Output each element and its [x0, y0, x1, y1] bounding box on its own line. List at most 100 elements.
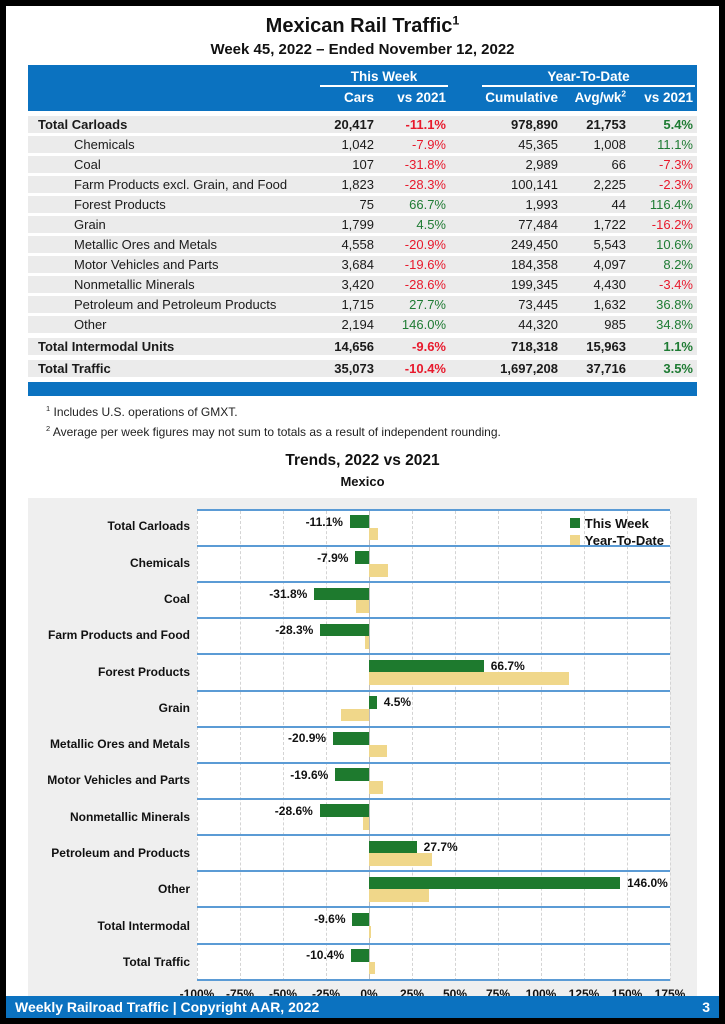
chart-band: 146.0% [197, 872, 670, 909]
column-group-year-to-date: Year-To-Date [482, 69, 695, 87]
table-row: Total Carloads 20,417 -11.1% 978,890 21,753 5… [28, 116, 697, 133]
table-row: Metallic Ores and Metals 4,558 -20.9% 249,4… [28, 236, 697, 253]
footnote-2-marker: 2 [46, 424, 51, 434]
cars-value: 1,042 [341, 137, 374, 152]
row-label: Farm Products excl. Grain, and Food [74, 177, 288, 192]
bar-this-week [369, 876, 621, 890]
cars-value: 1,799 [341, 217, 374, 232]
row-label: Chemicals [74, 137, 135, 152]
this-week-vs-2021-value: -11.1% [405, 117, 446, 132]
bar-value-label: -20.9% [288, 731, 327, 746]
row-label: Grain [74, 217, 106, 232]
cumulative-value: 199,345 [511, 277, 558, 292]
avg-per-week-value: 985 [604, 317, 626, 332]
bar-this-week [349, 515, 369, 528]
bar-this-week [320, 623, 369, 637]
bar-this-week [333, 732, 369, 745]
table-row: Petroleum and Petroleum Products 1,715 27.… [28, 296, 697, 313]
table-header: This Week Year-To-Date Cars vs 2021 Cumu… [28, 65, 697, 111]
legend-swatch-this-week-icon [569, 518, 580, 529]
category-label: Metallic Ores and Metals [49, 737, 190, 752]
cumulative-value: 2,989 [525, 157, 558, 172]
avg-per-week-value: 4,097 [593, 257, 626, 272]
bar-value-label: 27.7% [423, 839, 458, 854]
bar-year-to-date [369, 563, 389, 577]
avg-per-week-value: 1,722 [593, 217, 626, 232]
chart-band: -7.9% [197, 547, 670, 584]
gridline [283, 510, 284, 981]
this-week-vs-2021-value: -9.6% [412, 339, 446, 354]
bar-value-label: -28.6% [274, 803, 313, 818]
cars-value: 3,420 [341, 277, 374, 292]
gridline [670, 510, 671, 981]
bar-this-week [351, 949, 369, 962]
chart-band: -19.6% [197, 764, 670, 800]
cars-value: 107 [352, 157, 374, 172]
row-label: Motor Vehicles and Parts [74, 257, 219, 272]
ytd-vs-2021-value: 34.8% [656, 317, 693, 332]
bar-value-label: -9.6% [314, 912, 346, 927]
bar-value-label: -19.6% [290, 767, 329, 782]
category-label: Forest Products [97, 664, 190, 679]
bar-value-label: 66.7% [490, 659, 525, 674]
bar-year-to-date [363, 817, 369, 830]
table-bottom-divider [28, 382, 697, 396]
gridline [326, 510, 327, 981]
category-label: Coal [163, 591, 190, 606]
this-week-vs-2021-value: 27.7% [409, 297, 446, 312]
column-header-tw-vs-2021: vs 2021 [397, 90, 446, 105]
avg-wk-footnote-marker: 2 [621, 88, 626, 99]
ytd-vs-2021-value: -16.2% [651, 217, 693, 232]
legend-label-year-to-date: Year-To-Date [584, 532, 664, 548]
table-row: Coal 107 -31.8% 2,989 66 -7.3% [28, 156, 697, 173]
ytd-vs-2021-value: -7.3% [659, 157, 693, 172]
bar-value-label: -31.8% [269, 586, 308, 601]
traffic-table: This Week Year-To-Date Cars vs 2021 Cumu… [28, 65, 697, 377]
footnote-1: 1 Includes U.S. operations of GMXT. [46, 404, 238, 419]
chart-category-labels: Total Carloads Chemicals Coal Farm Products… [28, 509, 190, 981]
table-row: Nonmetallic Minerals 3,420 -28.6% 199,345 4,… [28, 276, 697, 293]
bar-this-week [335, 768, 369, 781]
this-week-vs-2021-value: -31.8% [404, 157, 446, 172]
chart-band: 4.5% [197, 692, 670, 728]
row-label: Total Carloads [38, 117, 128, 132]
table-row: Grain 1,799 4.5% 77,484 1,722 -16.2% [28, 216, 697, 233]
chart-band: -10.4% [197, 945, 670, 981]
row-label: Total Intermodal Units [38, 339, 175, 354]
avg-per-week-value: 15,963 [586, 339, 626, 354]
trends-chart: Total Carloads Chemicals Coal Farm Products… [28, 497, 697, 1006]
cars-value: 3,684 [341, 257, 374, 272]
category-label: Chemicals [129, 555, 190, 570]
cars-value: 2,194 [341, 317, 374, 332]
chart-band: -9.6% [197, 908, 670, 945]
gridline [455, 510, 456, 981]
cars-value: 20,417 [334, 117, 374, 132]
avg-per-week-value: 2,225 [593, 177, 626, 192]
bar-year-to-date [369, 780, 384, 794]
chart-band: -31.8% [197, 583, 670, 620]
table-body: Total Carloads 20,417 -11.1% 978,890 21,753 5… [28, 116, 697, 377]
table-row: Motor Vehicles and Parts 3,684 -19.6% 184,3… [28, 256, 697, 273]
bar-value-label: 146.0% [627, 876, 668, 891]
cars-value: 35,073 [334, 361, 374, 376]
title-footnote-marker: 1 [452, 13, 460, 28]
bar-year-to-date [341, 708, 369, 722]
bar-this-week [314, 587, 369, 601]
table-row: Total Traffic 35,073 -10.4% 1,697,208 37,716… [28, 360, 697, 377]
legend-item-this-week: This Week [569, 515, 664, 532]
avg-per-week-value: 1,632 [593, 297, 626, 312]
legend-swatch-year-to-date-icon [569, 535, 580, 546]
avg-per-week-value: 1,008 [593, 137, 626, 152]
this-week-vs-2021-value: 146.0% [401, 317, 446, 332]
legend-item-year-to-date: Year-To-Date [569, 532, 664, 549]
bar-this-week [355, 551, 369, 564]
this-week-vs-2021-value: -28.3% [404, 177, 446, 192]
avg-per-week-value: 4,430 [593, 277, 626, 292]
table-row: Total Intermodal Units 14,656 -9.6% 718,318… [28, 338, 697, 355]
avg-per-week-value: 5,543 [593, 237, 626, 252]
cars-value: 1,715 [341, 297, 374, 312]
footer-text: Weekly Railroad Traffic | Copyright AAR,… [15, 999, 320, 1015]
page-title: Mexican Rail Traffic1 [265, 13, 460, 37]
bar-year-to-date [369, 889, 429, 902]
